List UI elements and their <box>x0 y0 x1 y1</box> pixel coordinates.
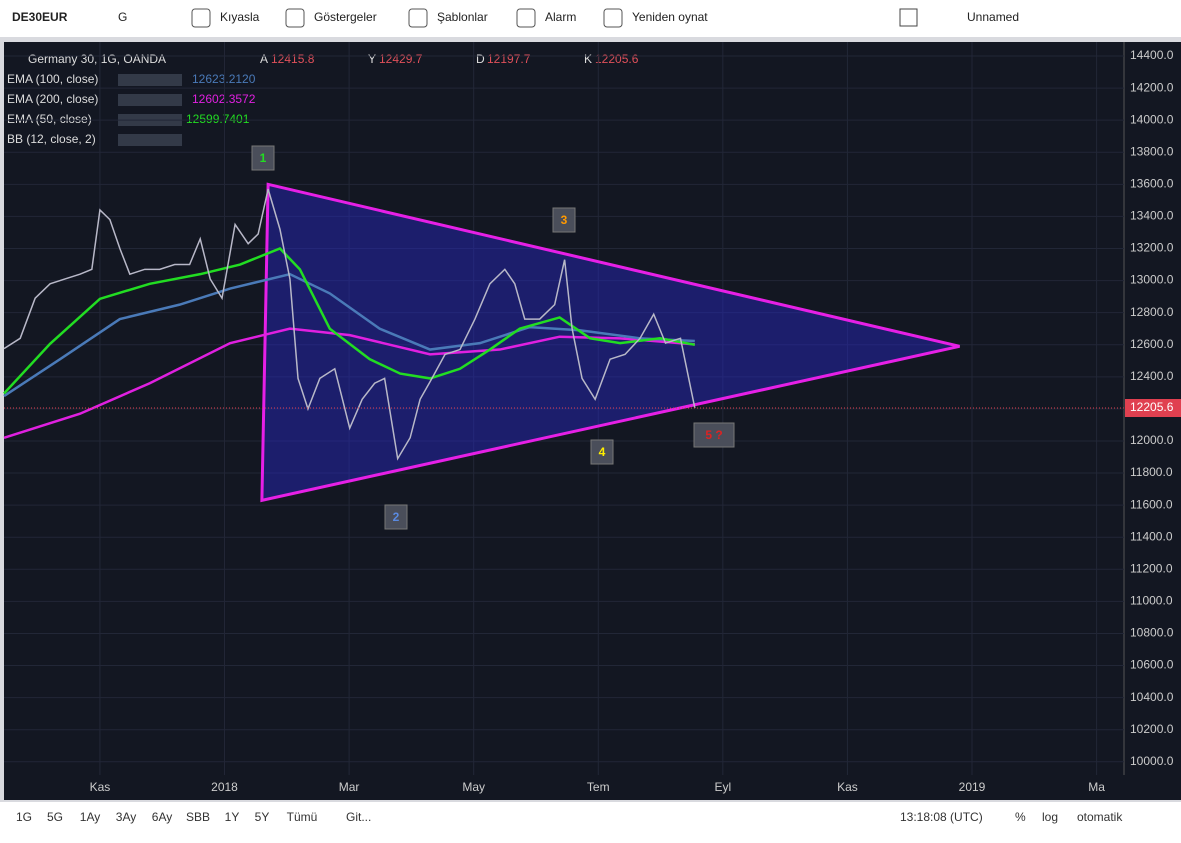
toolbar-button[interactable]: Yeniden oynat <box>632 10 708 24</box>
x-tick-label: 2019 <box>959 780 986 794</box>
ohlc-key: Y <box>368 52 376 66</box>
ohlc-value: 12197.7 <box>487 52 531 66</box>
range-button[interactable]: 3Ay <box>116 810 136 824</box>
range-button[interactable]: 1G <box>16 810 32 824</box>
percent-button[interactable]: % <box>1015 810 1026 824</box>
x-tick-label: Tem <box>587 780 610 794</box>
range-button[interactable]: 6Ay <box>152 810 172 824</box>
interval[interactable]: G <box>118 10 127 24</box>
annotation: 1 <box>260 151 267 165</box>
range-button[interactable]: 5G <box>47 810 63 824</box>
range-button[interactable]: SBB <box>186 810 210 824</box>
indicator-name: BB (12, close, 2) <box>7 132 96 146</box>
time-axis <box>4 775 1181 800</box>
ohlc-value: 12415.8 <box>271 52 315 66</box>
log-button[interactable]: log <box>1042 810 1058 824</box>
ohlc-key: K <box>584 52 592 66</box>
toolbar-icon <box>516 8 536 28</box>
x-tick-label: Kas <box>90 780 111 794</box>
y-tick-label: 11600.0 <box>1130 497 1173 511</box>
ohlc-key: A <box>260 52 268 66</box>
annotation-box <box>590 439 614 465</box>
goto-button[interactable]: Git... <box>346 810 371 824</box>
annotation: 5 ? <box>705 428 722 442</box>
checkbox[interactable] <box>899 8 918 27</box>
indicator-controls <box>118 74 182 86</box>
y-tick-label: 11400.0 <box>1130 529 1173 543</box>
y-tick-label: 10600.0 <box>1130 658 1174 672</box>
series-line <box>3 247 696 395</box>
y-tick-label: 12000.0 <box>1130 433 1174 447</box>
y-tick-label: 12800.0 <box>1130 305 1174 319</box>
range-button[interactable]: 1Ay <box>80 810 100 824</box>
toolbar-button[interactable]: Şablonlar <box>437 10 488 24</box>
annotation-box <box>251 145 275 171</box>
annotation-box <box>552 207 576 233</box>
y-tick-label: 13800.0 <box>1130 144 1174 158</box>
toolbar-button[interactable]: Kıyasla <box>220 10 260 24</box>
y-tick-label: 10000.0 <box>1130 754 1174 768</box>
y-tick-label: 11800.0 <box>1130 465 1173 479</box>
toolbar-button[interactable]: Alarm <box>545 10 576 24</box>
indicator-value: 12602.3572 <box>192 92 256 106</box>
toolbar-button[interactable]: Göstergeler <box>314 10 377 24</box>
toolbar-icon <box>285 8 305 28</box>
bottom-bar <box>0 802 1181 838</box>
legend-title: Germany 30, 1G, OANDA <box>28 52 166 66</box>
x-tick-label: Ma <box>1088 780 1105 794</box>
range-button[interactable]: 5Y <box>255 810 270 824</box>
indicator-name: EMA (200, close) <box>7 92 98 106</box>
series-line <box>3 188 696 461</box>
y-tick-label: 11000.0 <box>1130 594 1173 608</box>
y-tick-label: 13000.0 <box>1130 273 1174 287</box>
annotation: 4 <box>599 445 606 459</box>
x-tick-label: Eyl <box>715 780 732 794</box>
indicator-name: EMA (50, close) <box>7 112 92 126</box>
x-tick-label: Mar <box>339 780 360 794</box>
toolbar-icon <box>191 8 211 28</box>
y-tick-label: 13200.0 <box>1130 241 1174 255</box>
ohlc-value: 12429.7 <box>379 52 423 66</box>
y-tick-label: 10400.0 <box>1130 690 1174 704</box>
auto-button[interactable]: otomatik <box>1077 810 1123 824</box>
x-tick-label: Kas <box>837 780 858 794</box>
ohlc-value: 12205.6 <box>595 52 639 66</box>
y-tick-label: 12600.0 <box>1130 337 1174 351</box>
ohlc-key: D <box>476 52 485 66</box>
y-tick-label: 14400.0 <box>1130 48 1174 62</box>
series-line <box>3 327 695 439</box>
annotation-box <box>693 422 735 448</box>
annotation: 2 <box>393 510 400 524</box>
indicator-controls <box>118 94 182 106</box>
symbol[interactable]: DE30EUR <box>12 10 68 24</box>
layout-name[interactable]: Unnamed <box>967 10 1019 24</box>
annotation-box <box>384 504 408 530</box>
y-tick-label: 13600.0 <box>1130 176 1174 190</box>
indicator-value: 12623.2120 <box>192 72 256 86</box>
y-tick-label: 10800.0 <box>1130 626 1174 640</box>
toolbar-icon <box>408 8 428 28</box>
y-tick-label: 13400.0 <box>1130 209 1174 223</box>
y-tick-label: 14000.0 <box>1130 112 1174 126</box>
range-button[interactable]: 1Y <box>225 810 240 824</box>
last-price-tag <box>1125 398 1181 417</box>
y-tick-label: 12400.0 <box>1130 369 1174 383</box>
toolbar-icon <box>603 8 623 28</box>
range-button[interactable]: Tümü <box>287 810 318 824</box>
y-tick-label: 11200.0 <box>1130 561 1173 575</box>
annotation: 3 <box>561 213 568 227</box>
last-price-label: 12205.6 <box>1130 400 1174 414</box>
y-tick-label: 14200.0 <box>1130 80 1174 94</box>
x-tick-label: May <box>462 780 485 794</box>
indicator-controls <box>118 134 182 146</box>
x-tick-label: 2018 <box>211 780 238 794</box>
clock: 13:18:08 (UTC) <box>900 810 983 824</box>
series-line <box>3 272 695 398</box>
indicator-value: 12599.7401 <box>186 112 250 126</box>
y-tick-label: 10200.0 <box>1130 722 1174 736</box>
toolbar <box>0 0 1181 37</box>
indicator-name: EMA (100, close) <box>7 72 98 86</box>
